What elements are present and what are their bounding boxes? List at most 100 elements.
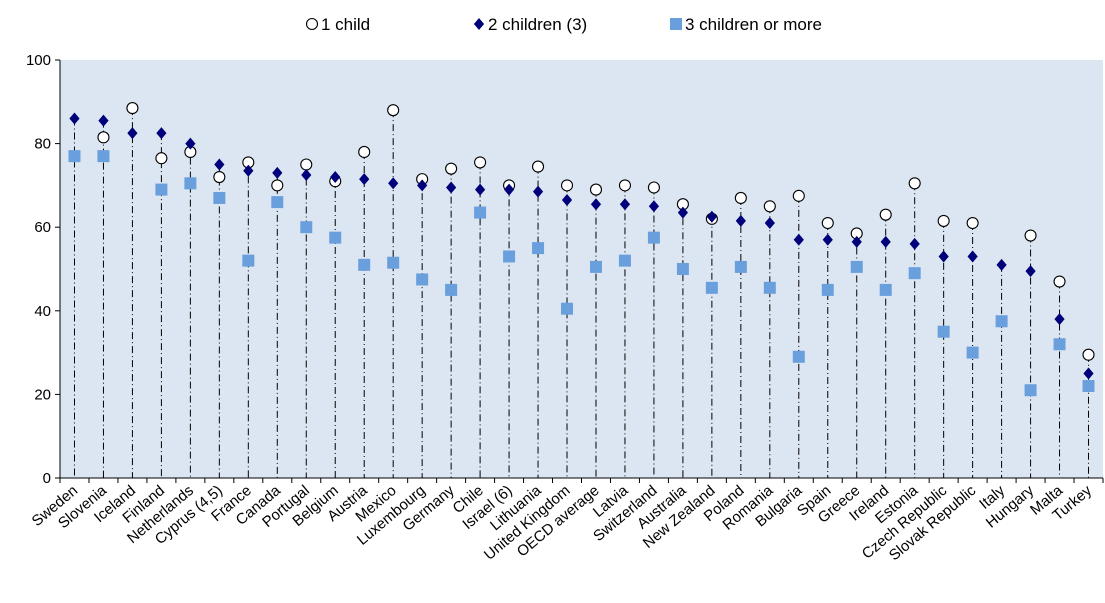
y-tick-label: 40 <box>34 303 51 320</box>
data-point <box>734 260 747 273</box>
legend-label: 3 children or more <box>685 15 822 34</box>
data-point <box>764 217 775 230</box>
legend-label: 1 child <box>321 15 370 34</box>
data-point <box>388 177 399 190</box>
data-point <box>763 281 776 294</box>
data-point <box>966 346 979 359</box>
data-point <box>214 158 225 171</box>
data-point <box>995 315 1008 328</box>
data-point <box>648 200 660 213</box>
data-point <box>503 250 516 263</box>
data-point <box>300 221 313 234</box>
data-point <box>618 179 632 192</box>
data-point <box>560 179 574 192</box>
data-point <box>851 235 862 248</box>
data-point <box>271 179 284 192</box>
data-point <box>792 189 805 202</box>
data-point <box>937 325 950 338</box>
legend-item: 2 children (3) <box>473 15 587 34</box>
data-point <box>243 164 254 177</box>
data-point <box>359 173 370 186</box>
data-point <box>1024 229 1037 242</box>
data-point <box>1024 384 1037 397</box>
data-point <box>213 191 226 204</box>
legend-item: 1 child <box>305 15 370 34</box>
data-point <box>822 233 833 246</box>
data-point <box>272 166 283 179</box>
data-point <box>445 283 458 296</box>
data-point <box>474 156 487 169</box>
data-point <box>647 181 660 194</box>
data-point <box>417 179 428 192</box>
data-point <box>647 231 660 244</box>
data-point <box>821 283 834 296</box>
data-point <box>97 150 110 163</box>
legend-item: 3 children or more <box>670 15 822 34</box>
data-point <box>97 131 110 144</box>
data-point <box>387 104 400 117</box>
data-point <box>300 158 313 171</box>
data-point <box>503 183 515 196</box>
data-point <box>879 283 892 296</box>
data-point <box>329 231 342 244</box>
data-point <box>966 216 979 230</box>
data-point <box>908 267 921 280</box>
data-point <box>561 302 574 315</box>
data-point <box>735 214 746 227</box>
legend: 1 child 2 children (3) 3 children or more <box>305 15 822 34</box>
data-point <box>242 254 255 267</box>
data-point <box>474 183 486 196</box>
data-point <box>301 168 312 181</box>
data-point <box>792 350 805 363</box>
legend-marker <box>473 18 485 30</box>
data-point <box>358 258 371 271</box>
data-point <box>1053 338 1066 351</box>
data-point <box>793 233 804 246</box>
data-point <box>1082 380 1095 393</box>
data-point <box>127 127 138 140</box>
data-point <box>967 250 978 263</box>
data-point <box>155 183 168 196</box>
data-point <box>734 191 747 204</box>
data-point <box>561 194 573 207</box>
data-point <box>445 162 458 175</box>
data-point <box>763 200 776 213</box>
data-point <box>676 263 689 275</box>
data-point <box>532 185 544 198</box>
data-point <box>387 256 400 269</box>
data-point <box>330 171 341 184</box>
data-point <box>938 250 949 263</box>
data-point <box>474 206 487 219</box>
legend-label: 2 children (3) <box>488 15 587 34</box>
data-point <box>1054 313 1065 326</box>
data-point <box>68 150 81 163</box>
y-tick-label: 80 <box>34 136 51 153</box>
data-point <box>69 112 80 125</box>
data-point <box>908 177 921 190</box>
data-point <box>619 198 631 211</box>
data-point <box>706 210 717 223</box>
data-point <box>446 181 457 194</box>
data-point <box>156 127 167 140</box>
data-point <box>909 237 920 250</box>
data-point <box>1053 275 1066 288</box>
data-point <box>1083 367 1094 380</box>
data-point <box>532 242 545 255</box>
data-point <box>937 214 950 227</box>
data-point <box>213 170 226 184</box>
y-tick-label: 0 <box>43 470 51 487</box>
data-point <box>358 145 371 159</box>
data-point <box>416 273 429 286</box>
category-labels: SwedenSloveniaIcelandFinlandNetherlandsC… <box>29 482 1096 565</box>
data-point <box>677 206 689 219</box>
legend-marker <box>670 18 682 30</box>
data-point <box>126 102 139 115</box>
y-tick-label: 100 <box>26 52 51 69</box>
data-point <box>271 196 284 209</box>
data-point <box>531 160 545 173</box>
data-point <box>155 152 168 165</box>
data-point <box>184 177 197 190</box>
plot-area <box>60 60 1103 478</box>
data-point <box>185 137 196 150</box>
